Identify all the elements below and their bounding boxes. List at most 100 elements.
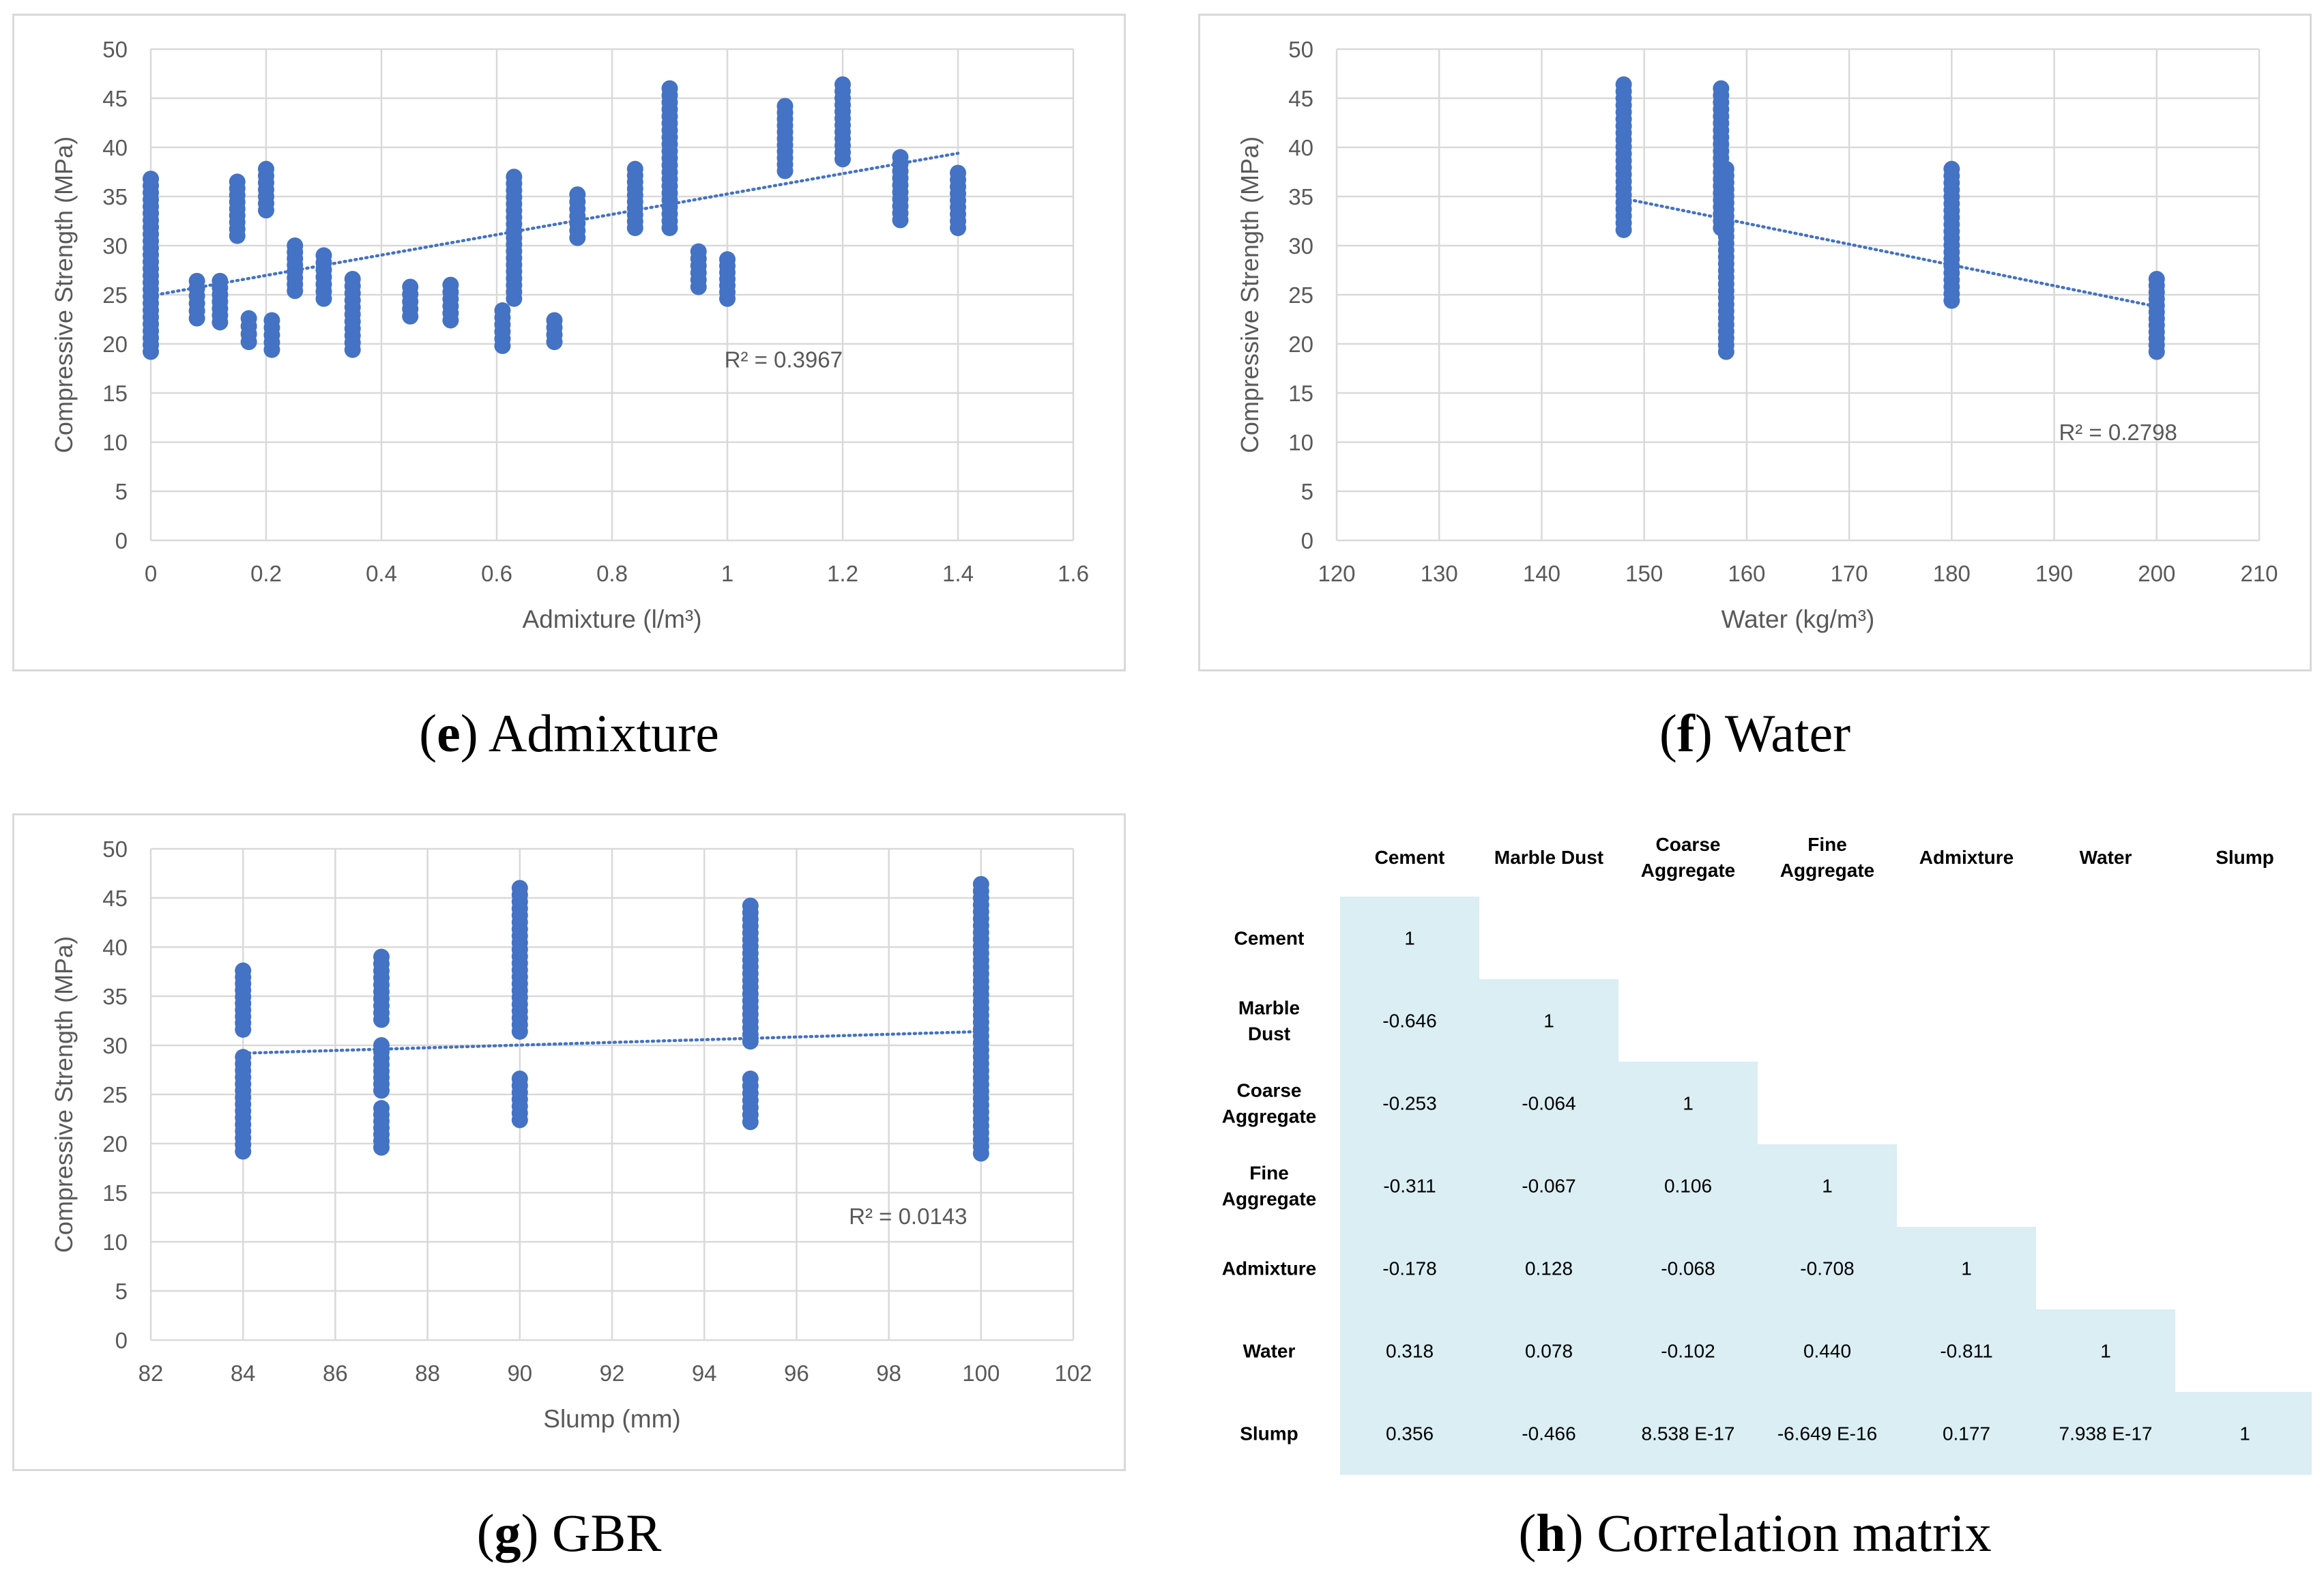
row-header: Admixture [1222,1258,1316,1279]
matrix-cell-value: 1 [1543,1011,1554,1032]
data-point [1713,80,1730,97]
matrix-cell-value: -0.064 [1522,1093,1575,1114]
water-scatter-chart: 120 130 140 150 160 170 180 190 200 210 0 5 10 15 20 25… [1198,14,2312,671]
x-axis-label: Water (kg/m³) [1722,605,1875,633]
y-tick-label: 40 [102,135,128,160]
chart-border [12,14,1126,671]
matrix-cell-value: 7.938 E-17 [2059,1423,2153,1444]
matrix-cell-value: -0.708 [1800,1258,1854,1279]
x-tick-label: 86 [323,1361,348,1386]
row-header: Fine [1249,1163,1289,1184]
data-point [776,98,794,115]
y-tick-label: 45 [1288,86,1313,111]
x-tick-label: 130 [1421,561,1458,586]
column-header: Aggregate [1780,860,1874,881]
y-axis-label: Compressive Strength (MPa) [1236,136,1264,453]
r-squared-label: R² = 0.2798 [2059,420,2177,445]
column-header: Aggregate [1641,860,1735,881]
matrix-cell-value: 1 [2100,1341,2111,1362]
x-tick-label: 180 [1933,561,1971,586]
r-squared-label: R² = 0.0143 [849,1204,967,1229]
matrix-cell-value: -0.067 [1522,1176,1575,1197]
x-tick-label: 96 [784,1361,809,1386]
shaded-row-band [1340,1309,2175,1393]
admixture-scatter-panel: 0 0.2 0.4 0.6 0.8 1 1.2 1.4 1.6 0 5 10 15 20 25 30 35 40 4… [12,14,1126,671]
matrix-cell-value: -0.311 [1383,1176,1436,1197]
y-tick-label: 0 [1301,528,1313,553]
column-header: Marble Dust [1494,847,1603,868]
x-tick-label: 88 [415,1361,440,1386]
column-header: Water [2080,847,2132,868]
column-header: Cement [1375,847,1445,868]
data-point [742,1070,759,1087]
y-tick-label: 35 [1288,184,1313,209]
column-header: Slump [2216,847,2274,868]
y-tick-label: 15 [102,381,128,406]
data-point [402,278,419,295]
x-tick-label: 102 [1054,1361,1092,1386]
column-header: Fine [1807,834,1847,855]
shaded-row-band [1340,897,1479,980]
x-tick-label: 170 [1831,561,1868,586]
y-tick-label: 45 [102,886,128,911]
y-tick-label: 30 [1288,233,1313,259]
y-tick-label: 10 [1288,430,1313,455]
y-tick-label: 30 [102,1033,128,1058]
x-tick-label: 84 [231,1361,256,1386]
data-point [972,875,989,892]
x-tick-label: 210 [2240,561,2278,586]
data-point [2148,270,2165,287]
data-point [315,247,332,264]
y-tick-label: 15 [1288,381,1313,406]
x-tick-label: 92 [600,1361,625,1386]
row-header: Aggregate [1222,1106,1316,1127]
admixture-scatter-chart: 0 0.2 0.4 0.6 0.8 1 1.2 1.4 1.6 0 5 10 15 20 25 30 35 40 4… [12,14,1126,671]
chart-border [1198,14,2312,671]
matrix-cell-value: 1 [1683,1093,1694,1114]
matrix-cell-value: 0.318 [1386,1341,1434,1362]
x-tick-label: 0 [145,561,157,586]
y-tick-label: 5 [115,1279,128,1304]
y-axis-label: Compressive Strength (MPa) [50,136,78,453]
data-point [235,1049,252,1066]
data-point [258,160,274,177]
row-header: Slump [1240,1423,1298,1444]
x-tick-label: 1.2 [827,561,858,586]
water-scatter-panel: 120 130 140 150 160 170 180 190 200 210 0 5 10 15 20 25… [1198,14,2312,671]
y-tick-label: 40 [1288,135,1313,160]
x-tick-label: 94 [692,1361,717,1386]
data-point [188,272,205,289]
shaded-row-band [1340,1227,2036,1310]
x-tick-label: 120 [1318,561,1355,586]
y-axis-label: Compressive Strength (MPa) [50,936,78,1253]
y-tick-label: 25 [1288,282,1313,308]
data-point [240,310,257,327]
matrix-cell-value: 0.356 [1386,1423,1434,1444]
matrix-cell-value: 0.440 [1803,1341,1851,1362]
data-point [373,1100,390,1117]
x-tick-label: 140 [1523,561,1560,586]
data-point [1717,160,1734,177]
chart-border [12,813,1126,1471]
data-point [834,76,851,93]
row-header: Aggregate [1222,1189,1316,1210]
matrix-cell-value: 1 [1404,928,1415,949]
x-tick-label: 1.6 [1058,561,1089,586]
data-point [373,1037,390,1054]
x-tick-label: 90 [507,1361,532,1386]
matrix-cell-value: 0.128 [1525,1258,1573,1279]
matrix-cell-value: 0.177 [1943,1423,1990,1444]
data-point [661,80,678,97]
data-point [506,169,523,186]
shaded-row-band [1340,979,1618,1062]
data-point [626,160,643,177]
data-point [494,302,511,319]
shaded-row-band [1340,1392,2312,1475]
matrix-cell-value: -0.068 [1661,1258,1715,1279]
row-header: Cement [1234,928,1305,949]
trendline [1622,197,2159,308]
data-point [546,312,563,329]
matrix-cell-value: -0.466 [1522,1423,1575,1444]
correlation-matrix-table: Cement Marble Dust Coarse Aggregate Fine Aggr… [1222,834,2312,1475]
y-tick-label: 25 [102,282,128,308]
